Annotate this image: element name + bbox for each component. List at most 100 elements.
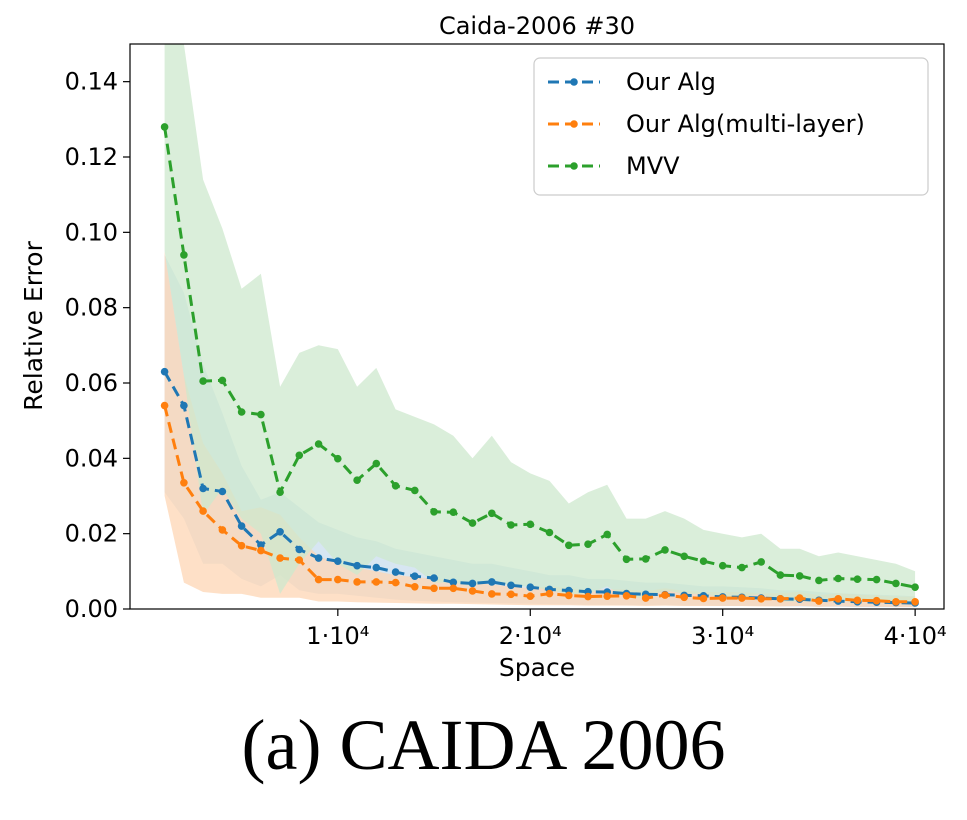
data-point-mvv (565, 541, 573, 550)
data-point-our-alg (218, 487, 227, 496)
data-point-our-alg (199, 484, 207, 493)
data-point-our-alg-multi-layer (314, 575, 323, 584)
data-point-our-alg-multi-layer (391, 578, 400, 587)
y-tick-label: 0.12 (65, 143, 118, 171)
data-point-our-alg-multi-layer (584, 592, 592, 601)
data-point-our-alg (257, 541, 265, 549)
legend-label-mvv: MVV (626, 152, 680, 180)
data-point-mvv (430, 508, 438, 516)
data-point-mvv (199, 377, 207, 385)
data-point-our-alg (372, 563, 381, 572)
data-point-our-alg (449, 578, 458, 587)
data-point-our-alg-multi-layer (257, 546, 265, 555)
data-point-our-alg (314, 554, 323, 562)
legend-label-our-alg: Our Alg (626, 68, 716, 96)
legend-marker-our-alg (570, 78, 578, 86)
data-point-our-alg-multi-layer (237, 541, 246, 550)
data-point-our-alg (430, 574, 438, 582)
data-point-our-alg (334, 557, 342, 565)
data-point-our-alg (468, 579, 477, 588)
data-point-our-alg-multi-layer (853, 596, 862, 605)
figure-caption: (a) CAIDA 2006 (241, 705, 726, 785)
data-point-our-alg-multi-layer (911, 598, 919, 606)
legend: Our Alg Our Alg(multi-layer) MVV (533, 57, 929, 196)
data-point-mvv (545, 528, 554, 537)
data-point-our-alg-multi-layer (795, 594, 804, 602)
data-point-mvv (488, 509, 496, 518)
series-lines (160, 123, 919, 607)
data-point-our-alg-multi-layer (545, 589, 554, 598)
data-point-mvv (334, 454, 342, 463)
data-point-mvv (795, 572, 804, 580)
data-point-our-alg-multi-layer (372, 578, 381, 586)
data-point-our-alg (295, 545, 304, 554)
plot-frame (129, 43, 945, 610)
data-point-our-alg-multi-layer (334, 575, 342, 584)
y-tick-label: 0.10 (65, 218, 118, 246)
data-point-mvv (738, 563, 746, 572)
legend-marker-mvv (570, 162, 578, 170)
data-point-mvv (449, 508, 458, 516)
data-point-mvv (603, 530, 611, 539)
data-point-our-alg-multi-layer (680, 593, 688, 602)
data-point-mvv (526, 520, 535, 529)
data-point-our-alg-multi-layer (718, 594, 727, 602)
data-point-mvv (776, 571, 785, 579)
y-axis-label: Relative Error (19, 240, 48, 410)
data-point-our-alg (507, 581, 515, 590)
data-point-mvv (353, 476, 361, 485)
data-point-mvv (892, 579, 900, 588)
data-point-our-alg-multi-layer (872, 596, 881, 605)
data-point-mvv (257, 410, 265, 419)
x-tick-label: 4·10⁴ (884, 622, 947, 650)
data-point-mvv (815, 576, 823, 585)
x-axis-ticks: 1·10⁴ 2·10⁴ 3·10⁴ 4·10⁴ (306, 609, 947, 650)
x-tick-label: 2·10⁴ (499, 622, 562, 650)
legend-label-our-alg-multi-layer: Our Alg(multi-layer) (626, 110, 865, 138)
series-line-mvv (163, 126, 916, 589)
series-line-our-alg (163, 370, 916, 605)
data-point-our-alg (353, 561, 361, 570)
data-point-our-alg (276, 528, 284, 536)
data-point-mvv (584, 540, 592, 548)
data-point-our-alg-multi-layer (507, 590, 515, 599)
x-tick-label: 1·10⁴ (306, 622, 369, 650)
data-point-our-alg-multi-layer (834, 595, 842, 603)
data-point-mvv (622, 555, 631, 564)
confidence-bands (164, 44, 916, 608)
x-axis-label: Space (499, 653, 575, 682)
data-point-our-alg (180, 401, 188, 410)
band-our-alg-multi-layer (164, 251, 916, 608)
legend-box (533, 57, 929, 196)
data-point-mvv (276, 488, 284, 497)
data-point-our-alg-multi-layer (160, 401, 169, 410)
data-point-mvv (314, 440, 323, 448)
data-point-our-alg-multi-layer (526, 592, 535, 600)
data-point-our-alg-multi-layer (565, 591, 573, 600)
data-point-our-alg-multi-layer (699, 594, 708, 603)
data-point-mvv (391, 482, 400, 490)
data-point-our-alg (391, 568, 400, 576)
data-point-mvv (641, 555, 650, 563)
y-tick-label: 0.04 (65, 444, 118, 472)
data-point-our-alg-multi-layer (738, 594, 746, 602)
data-point-our-alg (488, 578, 496, 586)
data-point-mvv (295, 451, 304, 460)
data-point-mvv (411, 486, 419, 495)
data-point-our-alg (411, 572, 419, 580)
data-point-mvv (468, 519, 477, 527)
data-point-our-alg-multi-layer (276, 554, 284, 562)
data-point-mvv (718, 561, 727, 570)
data-point-our-alg-multi-layer (430, 584, 438, 593)
legend-marker-our-alg-multi-layer (570, 120, 578, 128)
data-point-mvv (853, 575, 862, 583)
data-point-mvv (911, 583, 919, 591)
y-tick-label: 0.00 (65, 595, 118, 623)
data-point-mvv (834, 574, 842, 583)
data-point-our-alg-multi-layer (757, 595, 765, 603)
y-tick-label: 0.14 (65, 68, 118, 96)
data-point-our-alg-multi-layer (641, 594, 650, 602)
data-point-our-alg-multi-layer (199, 507, 207, 515)
data-point-our-alg-multi-layer (892, 598, 900, 606)
chart-title: Caida-2006 #30 (439, 12, 635, 40)
